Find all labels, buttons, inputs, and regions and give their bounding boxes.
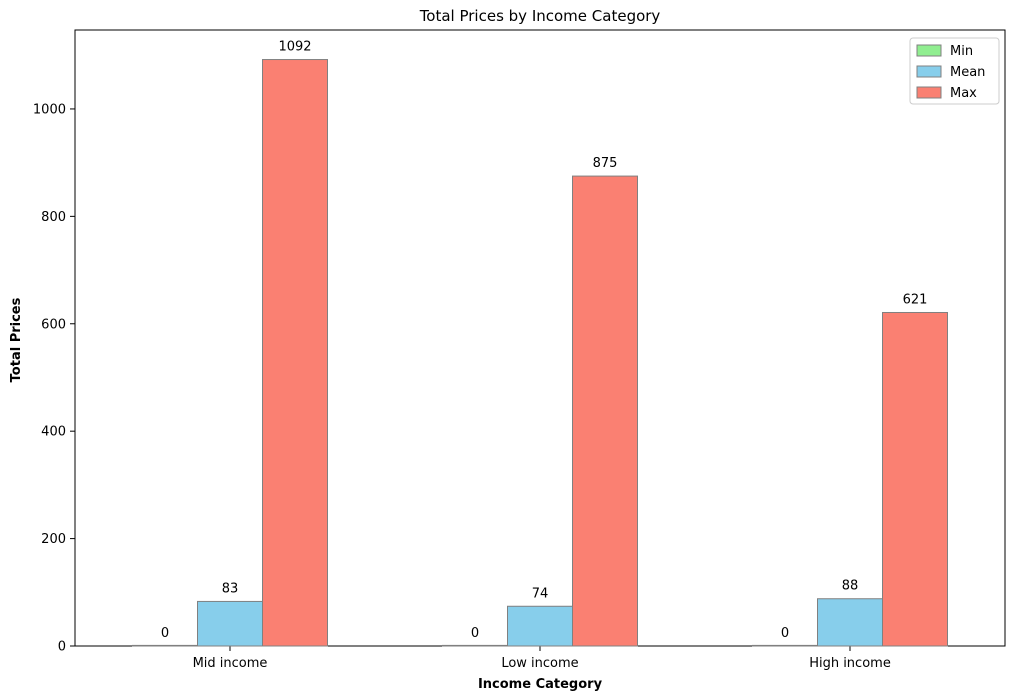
data-label: 0 (161, 626, 169, 641)
x-axis-label: Income Category (478, 677, 603, 692)
data-label: 875 (593, 156, 618, 171)
y-tick-label: 1000 (33, 102, 66, 117)
bar-min-2 (752, 644, 818, 647)
y-tick-label: 0 (58, 640, 66, 655)
data-label: 621 (903, 292, 928, 307)
y-tick-label: 200 (41, 532, 66, 547)
bar-max-2 (882, 311, 948, 647)
data-label: 74 (532, 586, 549, 601)
bar-min-0 (132, 644, 198, 647)
bar-mean-0 (197, 600, 263, 647)
legend: Min Mean Max (909, 37, 1000, 105)
bar-max-1 (572, 175, 638, 647)
data-label: 0 (781, 626, 789, 641)
data-label: 88 (842, 579, 859, 594)
y-tick-label: 600 (41, 317, 66, 332)
x-tick-label: Mid income (193, 656, 268, 671)
data-label: 83 (222, 581, 239, 596)
legend-label-mean: Mean (950, 65, 985, 80)
legend-swatch-mean (916, 65, 942, 78)
y-axis-label: Total Prices (9, 297, 24, 382)
plot-frame (74, 29, 1006, 647)
legend-label-max: Max (950, 86, 977, 101)
data-label: 1092 (278, 40, 311, 55)
legend-label-min: Min (950, 44, 973, 59)
bar-mean-2 (817, 598, 883, 647)
y-tick-label: 400 (41, 425, 66, 440)
y-tick-label: 800 (41, 210, 66, 225)
x-tick-label: Low income (501, 656, 578, 671)
legend-swatch-max (916, 86, 942, 99)
plot-area: 0 200 400 600 800 1000 Mid income 0 83 1092 Low in… (33, 29, 1006, 671)
bar-max-0 (262, 59, 328, 647)
x-tick-label: High income (809, 656, 891, 671)
chart-title: Total Prices by Income Category (419, 7, 661, 25)
bar-min-1 (442, 644, 508, 647)
legend-swatch-min (916, 44, 942, 57)
bar-mean-1 (507, 605, 573, 647)
data-label: 0 (471, 626, 479, 641)
